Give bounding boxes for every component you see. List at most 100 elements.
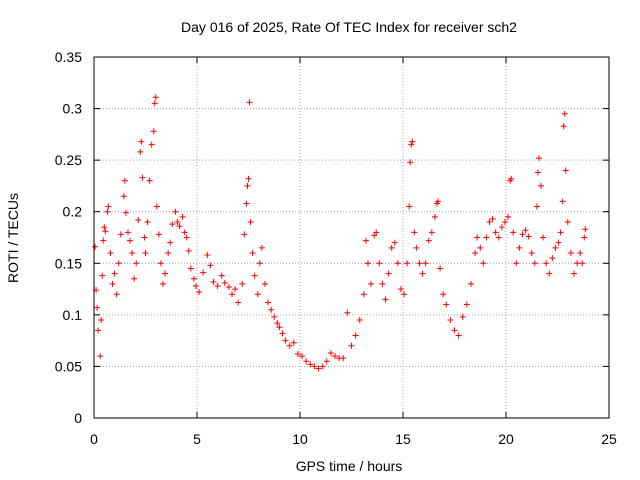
data-point (133, 260, 140, 267)
data-point (411, 229, 418, 236)
y-tick-label: 0.15 (55, 255, 82, 271)
data-point (232, 286, 239, 293)
data-point (348, 342, 355, 349)
data-point (95, 327, 102, 334)
data-point (235, 299, 242, 306)
data-point (431, 213, 438, 220)
data-point (144, 219, 151, 226)
data-point (241, 231, 248, 238)
data-point (290, 339, 297, 346)
data-point (131, 275, 138, 282)
x-tick-label: 5 (193, 431, 201, 447)
data-point (92, 243, 99, 250)
x-tick-label: 15 (395, 431, 411, 447)
data-point (99, 272, 106, 279)
data-point (327, 350, 334, 357)
data-point (574, 260, 581, 267)
x-tick-label: 10 (292, 431, 308, 447)
data-point (508, 175, 515, 182)
data-point (146, 177, 153, 184)
data-point (422, 260, 429, 267)
data-point (534, 169, 541, 176)
data-point (167, 239, 174, 246)
y-tick-label: 0.1 (63, 307, 83, 323)
data-point (373, 229, 380, 236)
data-point (501, 219, 508, 226)
data-point (477, 244, 484, 251)
data-point (104, 208, 111, 215)
data-point (582, 226, 589, 233)
y-tick-label: 0.3 (63, 101, 83, 117)
data-point (543, 260, 550, 267)
data-point (111, 270, 118, 277)
y-tick-label: 0.05 (55, 358, 82, 374)
data-point (113, 291, 120, 298)
data-point (172, 208, 179, 215)
data-point (455, 332, 462, 339)
data-point (279, 330, 286, 337)
x-tick-label: 0 (90, 431, 98, 447)
data-point (294, 351, 301, 358)
y-tick-label: 0.35 (55, 49, 82, 65)
data-point (117, 231, 124, 238)
data-point (570, 270, 577, 277)
data-point (404, 260, 411, 267)
data-point (142, 249, 149, 256)
data-point (364, 260, 371, 267)
x-tick-label: 25 (601, 431, 617, 447)
data-point (581, 234, 588, 241)
data-point (165, 249, 172, 256)
data-point (282, 337, 289, 344)
data-point (157, 260, 164, 267)
data-point (562, 167, 569, 174)
data-point (546, 270, 553, 277)
data-point (467, 280, 474, 287)
data-point (560, 123, 567, 130)
x-axis-ticks: 0 5 10 15 20 25 (90, 57, 617, 447)
data-point (486, 219, 493, 226)
data-point (360, 291, 367, 298)
data-point (416, 260, 423, 267)
x-tick-label: 20 (498, 431, 514, 447)
data-point (254, 291, 261, 298)
data-point (196, 289, 203, 296)
data-point (311, 363, 318, 370)
data-point (480, 260, 487, 267)
data-point (552, 244, 559, 251)
data-point (319, 363, 326, 370)
data-point (315, 365, 322, 372)
y-tick-label: 0.2 (63, 204, 83, 220)
data-point (299, 353, 306, 360)
data-point (218, 272, 225, 279)
data-point (121, 177, 128, 184)
data-point (559, 198, 566, 205)
data-point (94, 304, 101, 311)
data-point (107, 249, 114, 256)
data-point (307, 361, 314, 368)
data-point (181, 229, 188, 236)
data-point (102, 228, 109, 235)
data-point (139, 174, 146, 181)
data-point (115, 260, 122, 267)
data-point (185, 247, 192, 254)
data-point (162, 270, 169, 277)
data-point (332, 353, 339, 360)
data-point (533, 203, 540, 210)
data-point (356, 317, 363, 324)
data-point (271, 313, 278, 320)
data-point (210, 278, 217, 285)
data-point (225, 284, 232, 291)
data-point (362, 237, 369, 244)
data-point (382, 296, 389, 303)
data-point (246, 99, 253, 106)
data-point (519, 231, 526, 238)
data-point (176, 223, 183, 230)
data-point (100, 237, 107, 244)
data-point (187, 265, 194, 272)
data-point (150, 128, 157, 135)
data-point (513, 260, 520, 267)
data-point (160, 280, 167, 287)
data-point (352, 332, 359, 339)
data-point (155, 231, 162, 238)
